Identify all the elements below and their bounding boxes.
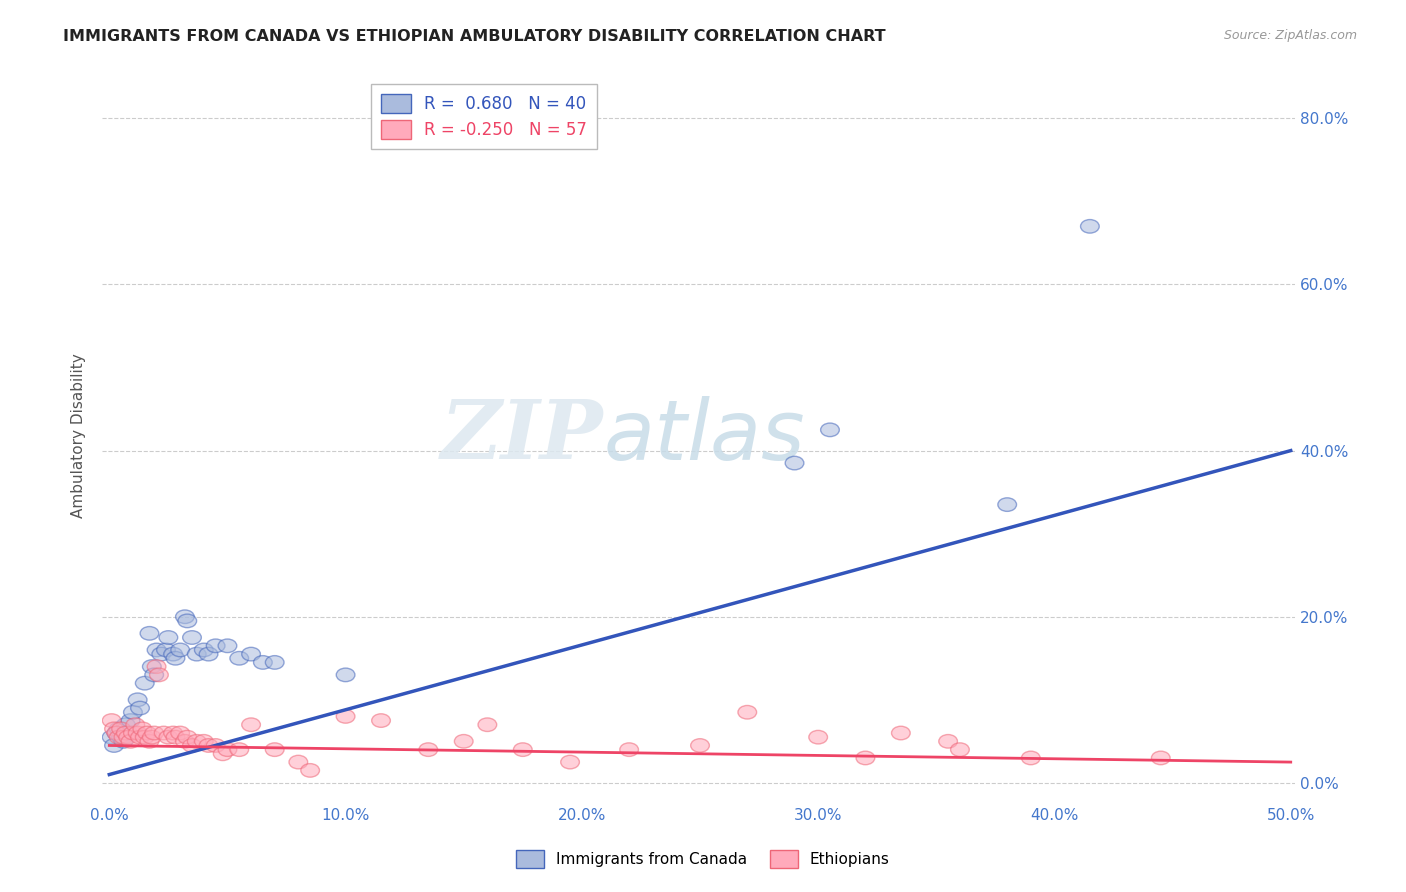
Y-axis label: Ambulatory Disability: Ambulatory Disability (72, 354, 86, 518)
Text: atlas: atlas (603, 395, 806, 476)
Text: ZIP: ZIP (440, 396, 603, 476)
Legend: R =  0.680   N = 40, R = -0.250   N = 57: R = 0.680 N = 40, R = -0.250 N = 57 (371, 84, 598, 149)
Text: Source: ZipAtlas.com: Source: ZipAtlas.com (1223, 29, 1357, 42)
Text: IMMIGRANTS FROM CANADA VS ETHIOPIAN AMBULATORY DISABILITY CORRELATION CHART: IMMIGRANTS FROM CANADA VS ETHIOPIAN AMBU… (63, 29, 886, 44)
Legend: Immigrants from Canada, Ethiopians: Immigrants from Canada, Ethiopians (510, 844, 896, 873)
